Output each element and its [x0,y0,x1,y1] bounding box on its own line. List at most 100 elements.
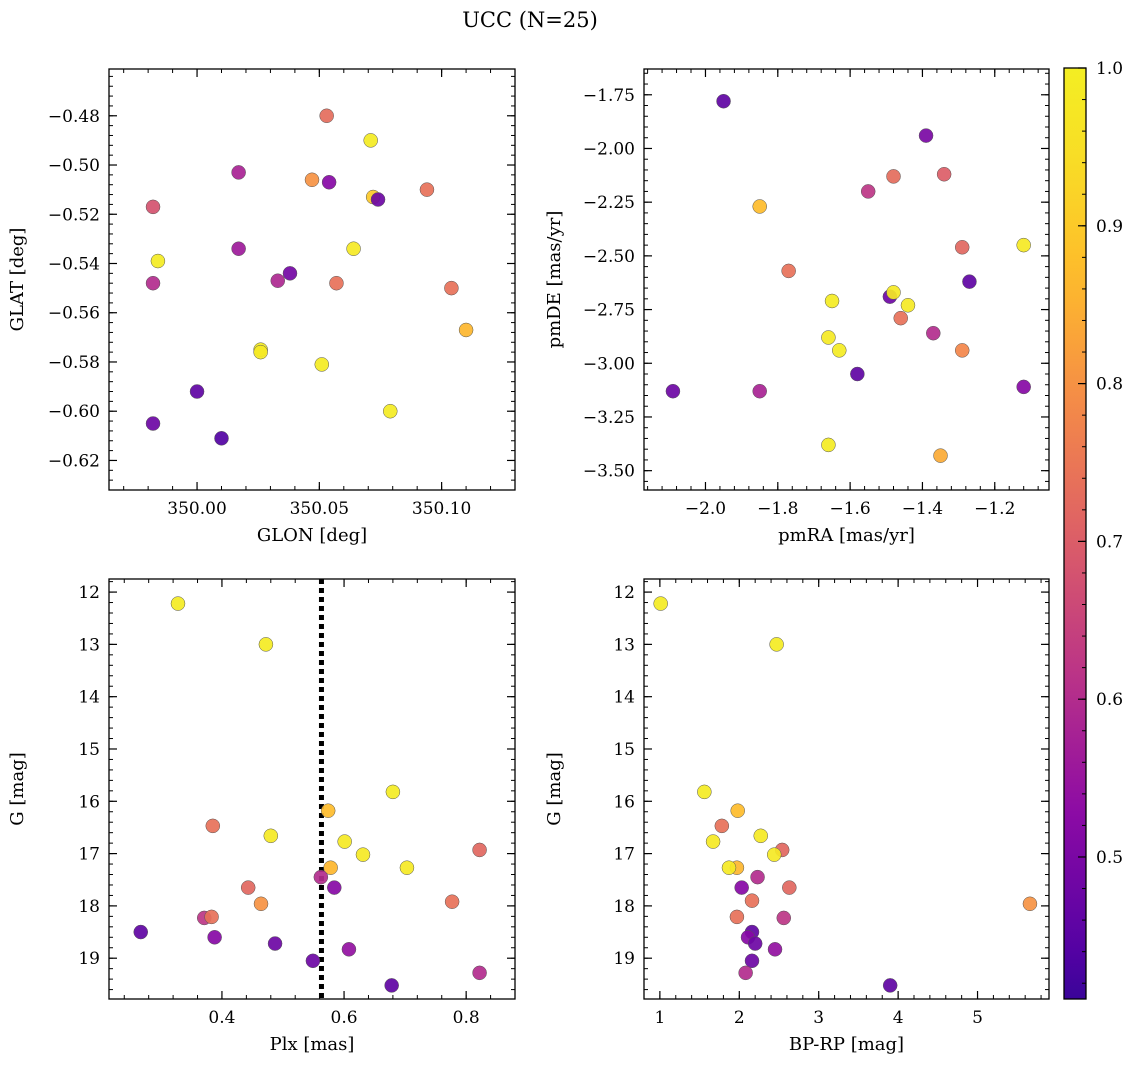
y-tick-label: 19 [613,949,635,969]
scatter-point [747,936,763,951]
scatter-point [314,357,330,372]
scatter-point [766,847,782,862]
scatter-point [767,942,783,957]
y-tick-label: 12 [613,583,635,603]
y-tick-label: 18 [78,897,100,917]
y-tick-label: −0.54 [48,254,100,274]
scatter-point [665,383,681,399]
scatter-point [323,860,338,875]
scatter-point [721,860,737,875]
scatter-point [1016,237,1031,253]
x-tick-label: 1 [654,1008,665,1028]
plot-frame [108,68,516,491]
y-axis-label: G [mag] [544,752,565,825]
scatter-points [665,93,1031,463]
scatter-point [716,93,731,109]
scatter-point [886,285,901,300]
x-axis-label: Plx [mas] [270,1034,355,1055]
y-tick-label: −0.62 [48,451,100,471]
colorbar-gradient [1063,67,1087,1000]
scatter-point [734,880,749,895]
x-tick-label: 0.6 [331,1008,358,1028]
plot-frame [108,578,516,1000]
x-tick-label: 2 [734,1008,745,1028]
scatter-point [918,128,934,143]
scatter-point [253,344,268,360]
scatter-point [204,909,219,925]
scatter-point [170,596,186,611]
scatter-point [321,175,337,190]
scatter-point [267,936,283,951]
x-tick-label: 350.05 [290,499,349,519]
y-tick-label: 13 [78,635,100,655]
y-axis-label: GLAT [deg] [7,228,28,332]
scatter-point [832,343,847,358]
scatter-point [337,834,352,849]
scatter-point [313,869,329,885]
y-tick-label: −0.60 [48,402,100,422]
scatter-point [240,880,256,895]
y-tick-label: 17 [78,845,100,865]
scatter-point [653,596,668,611]
y-tick-label: 17 [613,845,635,865]
scatter-point [320,803,336,818]
scatter-point [729,909,745,925]
scatter-point [821,437,836,453]
scatter-point [954,240,970,255]
scatter-point [253,896,269,912]
x-tick-label: 0.8 [453,1008,480,1028]
scatter-point [189,384,205,399]
plot-frame [643,68,1050,491]
scatter-point [329,275,344,291]
y-tick-label: −2.50 [583,247,635,267]
scatter-point [730,803,745,818]
scatter-point [776,910,792,926]
scatter-point [782,880,797,895]
scatter-point [444,280,459,296]
scatter-point [305,953,321,969]
scatter-point [214,431,229,446]
scatter-point [882,978,898,993]
scatter-point [231,241,246,256]
panel-top-right: −2.0 −1.8 −1.6 −1.4 −1.2 −1.75 −2.00 −2.25 −2.50… [544,68,1050,546]
scatter-point [472,965,487,981]
y-tick-label: −2.75 [583,301,635,321]
scatter-point [207,930,222,945]
scatter-point [752,383,767,399]
y-axis-label: G [mag] [7,752,28,825]
y-tick-label: 15 [613,740,635,760]
y-tick-label: 14 [78,688,100,708]
y-tick-label: 16 [78,792,100,812]
y-tick-label: 13 [613,635,635,655]
scatter-point [444,894,460,909]
x-tick-label: −1.8 [757,499,798,519]
y-tick-label: −2.25 [583,193,635,213]
x-axis-label: pmRA [mas/yr] [778,525,915,546]
colorbar-tick-label: 1.0 [1096,59,1123,79]
figure-title: UCC (N=25) [462,8,598,32]
scatter-point [458,322,474,338]
panel-top-left: 350.00 350.05 350.10 −0.48 −0.50 −0.52 −0.54 −0… [7,68,516,546]
y-tick-label: 15 [78,740,100,760]
scatter-point [258,637,274,652]
x-tick-label: 350.00 [167,499,226,519]
scatter-point [714,818,730,834]
scatter-point [1022,896,1038,912]
panels: 350.00 350.05 350.10 −0.48 −0.50 −0.52 −0.54 −0… [7,68,1050,1055]
y-tick-label: −2.00 [583,139,635,159]
scatter-point [383,403,398,419]
scatter-point [145,199,161,215]
y-tick-label: −0.48 [48,107,100,127]
x-tick-label: 4 [893,1008,904,1028]
x-tick-label: 3 [813,1008,824,1028]
y-tick-label: −0.52 [48,205,100,225]
scatter-point [697,784,712,800]
scatter-point [355,847,371,862]
y-tick-label: −3.25 [583,408,635,428]
scatter-point [893,310,908,326]
scatter-point [954,343,970,358]
y-tick-label: −1.75 [583,86,635,106]
scatter-point [744,953,760,969]
